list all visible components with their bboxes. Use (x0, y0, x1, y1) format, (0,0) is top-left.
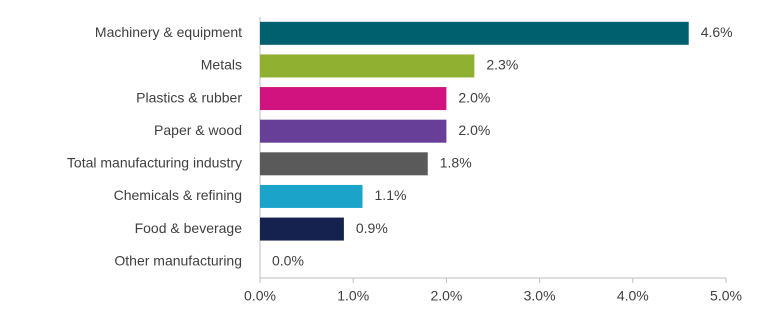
y-tick-label: Food & beverage (135, 220, 243, 236)
bar (260, 119, 447, 143)
x-tick-label: 5.0% (710, 288, 742, 304)
y-tick-label: Chemicals & refining (114, 187, 242, 203)
x-tick-label: 4.0% (617, 288, 649, 304)
y-tick-label: Paper & wood (154, 122, 242, 138)
data-label: 2.0% (458, 89, 490, 105)
bar (260, 54, 475, 78)
y-tick-label: Machinery & equipment (95, 24, 242, 40)
y-tick-label: Other manufacturing (114, 252, 242, 268)
bar (260, 152, 428, 176)
data-label: 1.1% (375, 187, 407, 203)
data-label: 0.9% (356, 220, 388, 236)
bar (260, 87, 447, 111)
data-label: 1.8% (440, 155, 472, 171)
x-tick-label: 2.0% (430, 288, 462, 304)
x-tick-label: 3.0% (524, 288, 556, 304)
y-tick-label: Metals (201, 57, 242, 73)
data-label: 0.0% (272, 252, 304, 268)
bar (260, 184, 363, 208)
data-label: 2.0% (458, 122, 490, 138)
x-tick-label: 0.0% (244, 288, 276, 304)
x-tick-label: 1.0% (337, 288, 369, 304)
y-tick-label: Total manufacturing industry (67, 155, 242, 171)
y-tick-label: Plastics & rubber (136, 89, 242, 105)
data-label: 2.3% (486, 57, 518, 73)
bar (260, 21, 689, 45)
data-label: 4.6% (701, 24, 733, 40)
bar (260, 217, 344, 241)
